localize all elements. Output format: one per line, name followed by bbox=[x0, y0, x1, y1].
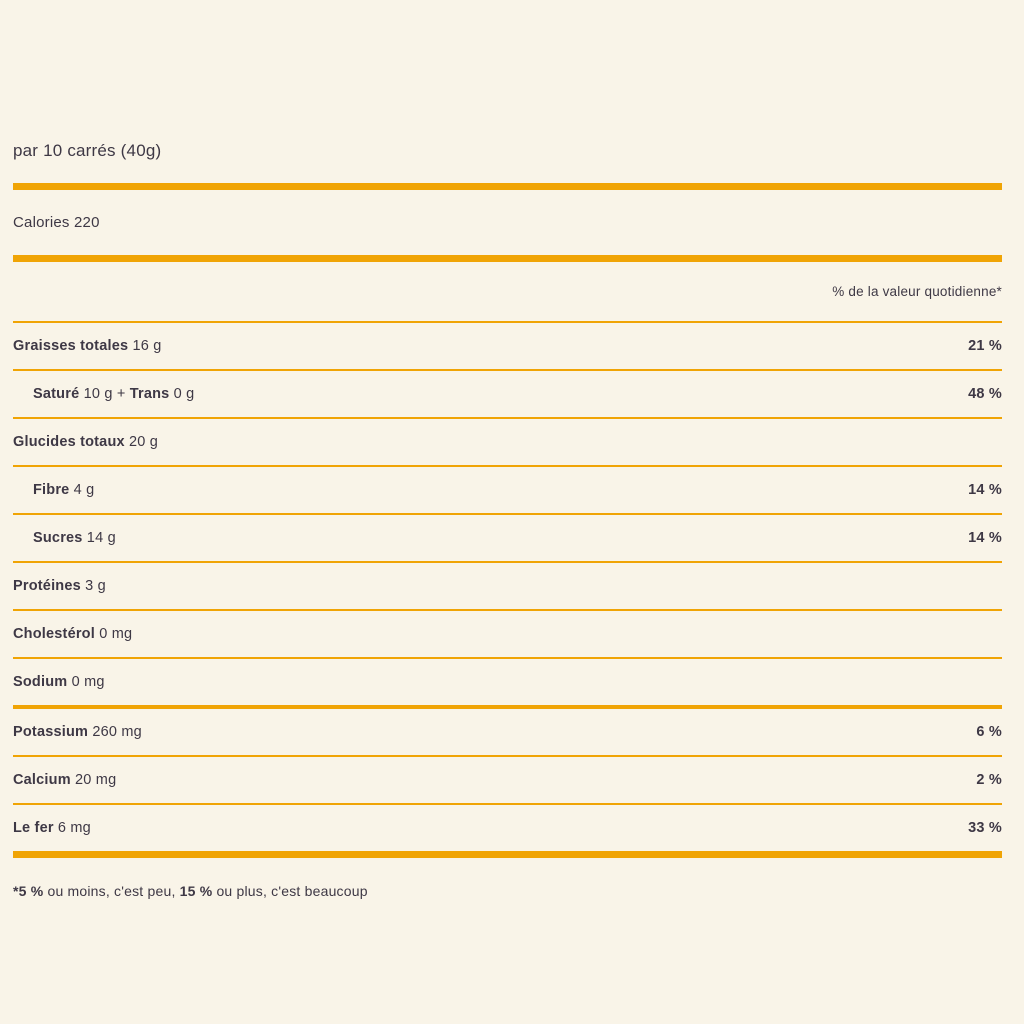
nutrient-label: Potassium 260 mg bbox=[13, 724, 142, 740]
divider-thin bbox=[13, 657, 1002, 659]
nutrient-row: Glucides totaux 20 g bbox=[13, 419, 1002, 465]
daily-value-percent: 33 % bbox=[968, 820, 1002, 836]
nutrient-row: Graisses totales 16 g 21 % bbox=[13, 323, 1002, 369]
text-segment-bold: *5 % bbox=[13, 883, 44, 899]
nutrient-row: Cholestérol 0 mg bbox=[13, 611, 1002, 657]
nutrient-label: Le fer 6 mg bbox=[13, 820, 91, 836]
nutrient-label: Graisses totales 16 g bbox=[13, 338, 162, 354]
text-segment: 16 g bbox=[128, 338, 162, 354]
text-segment: 20 mg bbox=[70, 772, 117, 788]
calories-row: Calories 220 bbox=[13, 190, 1002, 255]
daily-value-header-row: % de la valeur quotidienne* bbox=[13, 262, 1002, 321]
daily-value-percent: 14 % bbox=[968, 482, 1002, 498]
text-segment-bold: Protéines bbox=[13, 578, 81, 594]
serving-size-title: par 10 carrés (40g) bbox=[13, 141, 162, 160]
text-segment-bold: Potassium bbox=[13, 724, 89, 740]
nutrient-label: Glucides totaux 20 g bbox=[13, 434, 158, 450]
divider-thin bbox=[13, 417, 1002, 419]
nutrient-label: Protéines 3 g bbox=[13, 578, 106, 594]
nutrition-facts-panel: par 10 carrés (40g) Calories 220 % de la… bbox=[13, 141, 1002, 899]
text-segment-bold: Saturé bbox=[33, 386, 80, 402]
divider-medium bbox=[13, 705, 1002, 709]
text-segment-bold: Fibre bbox=[33, 482, 70, 498]
text-segment: 14 g bbox=[82, 530, 116, 546]
divider-calories-thick bbox=[13, 255, 1002, 262]
text-segment: 4 g bbox=[69, 482, 95, 498]
nutrient-label: Sucres 14 g bbox=[13, 530, 116, 546]
daily-value-percent: 2 % bbox=[976, 772, 1002, 788]
text-segment-bold: Le fer bbox=[13, 820, 54, 836]
divider-thin bbox=[13, 513, 1002, 515]
divider-thin bbox=[13, 561, 1002, 563]
nutrient-row: Saturé 10 g + Trans 0 g 48 % bbox=[13, 371, 1002, 417]
nutrient-row: Sodium 0 mg bbox=[13, 659, 1002, 705]
divider-top-thick bbox=[13, 183, 1002, 190]
text-segment: 0 mg bbox=[94, 626, 133, 642]
daily-value-percent: 6 % bbox=[976, 724, 1002, 740]
nutrient-row: Potassium 260 mg 6 % bbox=[13, 709, 1002, 755]
text-segment: ou plus, c'est beaucoup bbox=[212, 883, 368, 899]
text-segment: 6 mg bbox=[53, 820, 91, 836]
divider-thick bbox=[13, 851, 1002, 858]
divider-thin bbox=[13, 609, 1002, 611]
daily-value-percent: 14 % bbox=[968, 530, 1002, 546]
text-segment-bold: Cholestérol bbox=[13, 626, 95, 642]
nutrient-row: Sucres 14 g 14 % bbox=[13, 515, 1002, 561]
text-segment-bold: Graisses totales bbox=[13, 338, 129, 354]
nutrient-rows: Graisses totales 16 g 21 % Saturé 10 g + T… bbox=[13, 323, 1002, 858]
text-segment: 260 mg bbox=[88, 724, 142, 740]
nutrient-label: Calcium 20 mg bbox=[13, 772, 116, 788]
daily-value-percent: 48 % bbox=[968, 386, 1002, 402]
text-segment-bold: Calcium bbox=[13, 772, 71, 788]
text-segment-bold: Glucides totaux bbox=[13, 434, 125, 450]
nutrient-label: Fibre 4 g bbox=[13, 482, 94, 498]
calories-label: Calories 220 bbox=[13, 214, 100, 231]
divider-thin bbox=[13, 803, 1002, 805]
divider-thin bbox=[13, 369, 1002, 371]
nutrient-label: Cholestérol 0 mg bbox=[13, 626, 132, 642]
text-segment: 0 g bbox=[169, 386, 195, 402]
nutrient-row: Calcium 20 mg 2 % bbox=[13, 757, 1002, 803]
nutrient-label: Saturé 10 g + Trans 0 g bbox=[13, 386, 194, 402]
text-segment-bold: Trans bbox=[129, 386, 170, 402]
divider-thin bbox=[13, 465, 1002, 467]
text-segment-bold: Sucres bbox=[33, 530, 83, 546]
footnote: *5 % ou moins, c'est peu, 15 % ou plus, … bbox=[13, 883, 1002, 899]
divider-thin bbox=[13, 755, 1002, 757]
text-segment: 10 g + bbox=[79, 386, 130, 402]
text-segment: 0 mg bbox=[67, 674, 105, 690]
text-segment: ou moins, c'est peu, bbox=[43, 883, 180, 899]
daily-value-header-label: % de la valeur quotidienne* bbox=[832, 284, 1002, 299]
nutrient-row: Protéines 3 g bbox=[13, 563, 1002, 609]
nutrient-row: Fibre 4 g 14 % bbox=[13, 467, 1002, 513]
daily-value-percent: 21 % bbox=[968, 338, 1002, 354]
divider-header-thin bbox=[13, 321, 1002, 323]
text-segment-bold: 15 % bbox=[179, 883, 213, 899]
nutrient-label: Sodium 0 mg bbox=[13, 674, 105, 690]
text-segment: 3 g bbox=[80, 578, 106, 594]
nutrient-row: Le fer 6 mg 33 % bbox=[13, 805, 1002, 851]
text-segment-bold: Sodium bbox=[13, 674, 68, 690]
text-segment: 20 g bbox=[124, 434, 159, 450]
